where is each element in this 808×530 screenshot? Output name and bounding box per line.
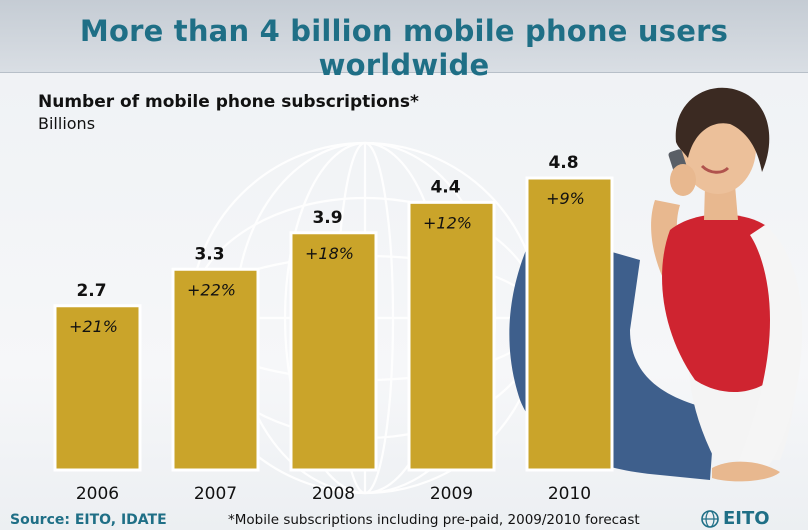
chart-subtitle: Number of mobile phone subscriptions* <box>38 92 419 112</box>
footnote: *Mobile subscriptions including pre-paid… <box>228 512 640 528</box>
eito-globe-icon <box>701 509 719 528</box>
title-bar: More than 4 billion mobile phone users w… <box>0 0 808 82</box>
growth-label-2006: +21% <box>69 317 118 336</box>
category-label-2006: 2006 <box>76 484 119 504</box>
bar-2007 <box>171 267 260 472</box>
value-label-2006: 2.7 <box>76 281 106 301</box>
value-label-2007: 3.3 <box>194 244 224 264</box>
category-label-2007: 2007 <box>194 484 237 504</box>
growth-label-2007: +22% <box>187 280 236 299</box>
eito-logo-text: EITO <box>723 508 770 529</box>
eito-logo: EITO <box>700 508 770 529</box>
category-label-2010: 2010 <box>548 484 591 504</box>
bar-2008 <box>289 231 378 472</box>
bar-2010 <box>525 176 614 472</box>
bar-2009 <box>407 200 496 472</box>
growth-label-2009: +12% <box>423 213 472 232</box>
value-label-2009: 4.4 <box>430 177 460 197</box>
source-note: Source: EITO, IDATE <box>10 512 167 528</box>
unit-label: Billions <box>38 114 96 133</box>
growth-label-2008: +18% <box>305 244 354 263</box>
category-label-2008: 2008 <box>312 484 355 504</box>
bar-2006 <box>53 304 142 472</box>
value-label-2010: 4.8 <box>548 153 578 173</box>
value-label-2008: 3.9 <box>312 208 342 228</box>
growth-label-2010: +9% <box>546 189 585 208</box>
chart-title: More than 4 billion mobile phone users w… <box>79 14 729 82</box>
category-label-2009: 2009 <box>430 484 473 504</box>
